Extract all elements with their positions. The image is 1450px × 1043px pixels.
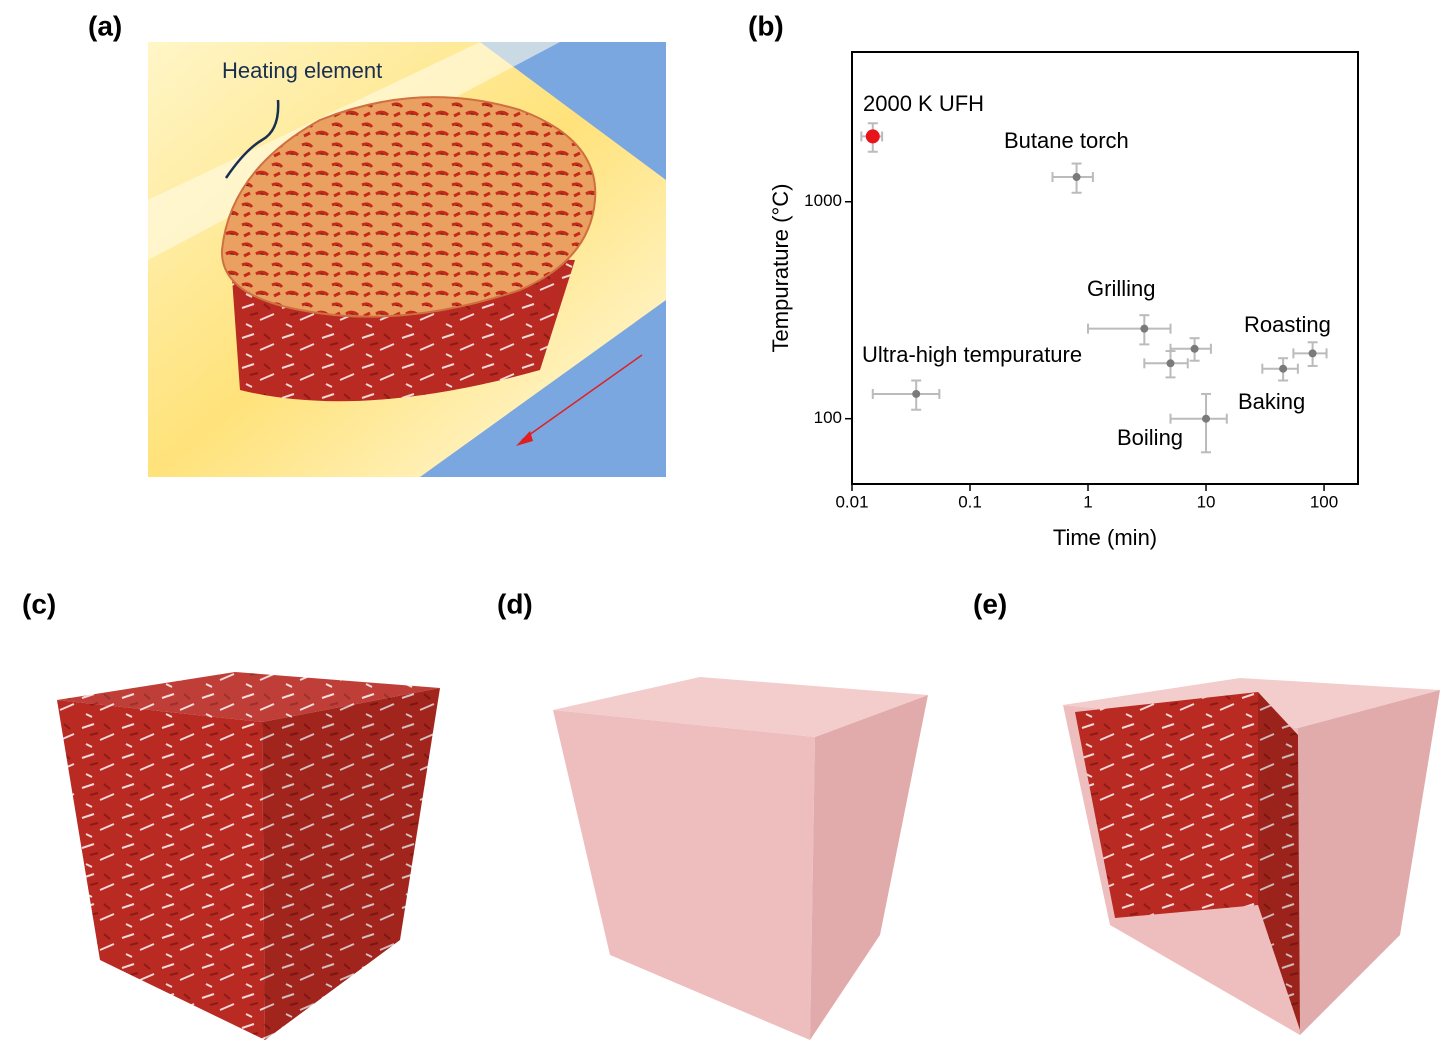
point xyxy=(1140,324,1149,333)
point xyxy=(865,129,880,144)
cube-e xyxy=(1063,678,1440,1035)
x-tick-label: 0.1 xyxy=(958,492,982,511)
panel-labels: (a) (b) (c) (d) (e) xyxy=(22,10,1007,619)
point xyxy=(1072,173,1081,182)
x-tick-label: 10 xyxy=(1197,492,1216,511)
point xyxy=(1279,364,1288,373)
cube-d xyxy=(553,677,928,1040)
x-tick-label: 0.01 xyxy=(835,492,868,511)
point xyxy=(1202,414,1211,423)
annotation: Butane torch xyxy=(1004,128,1129,153)
y-tick-label: 100 xyxy=(814,408,842,427)
point xyxy=(1308,349,1317,358)
y-tick-label: 1000 xyxy=(804,191,842,210)
panel-a-illustration: Heating element xyxy=(148,42,666,477)
x-axis-label: Time (min) xyxy=(1053,525,1157,550)
x-tick-label: 1 xyxy=(1083,492,1092,511)
plot-frame xyxy=(851,51,1359,485)
panel-label: (c) xyxy=(22,588,56,619)
annotation: Ultra-high tempurature xyxy=(862,342,1082,367)
annotation: Boiling xyxy=(1117,425,1183,450)
x-tick-label: 100 xyxy=(1310,492,1338,511)
panel-label: (b) xyxy=(748,10,784,41)
point xyxy=(1190,344,1199,353)
panel-label: (e) xyxy=(973,588,1007,619)
annotation: Baking xyxy=(1238,389,1305,414)
point xyxy=(1166,359,1175,368)
annotation: Grilling xyxy=(1087,276,1155,301)
annotation: Roasting xyxy=(1244,312,1331,337)
y-axis-label: Tempurature (°C) xyxy=(768,184,793,353)
point xyxy=(912,389,921,398)
panel-label: (a) xyxy=(88,10,122,41)
cube-c xyxy=(57,672,440,1040)
chart: 0.01 0.1 1 10 100 100 1000 Time (min) Tempuratur… xyxy=(768,51,1359,550)
annotation: Heating element xyxy=(222,58,382,83)
annotation: 2000 K UFH xyxy=(863,91,984,116)
panel-label: (d) xyxy=(497,588,533,619)
